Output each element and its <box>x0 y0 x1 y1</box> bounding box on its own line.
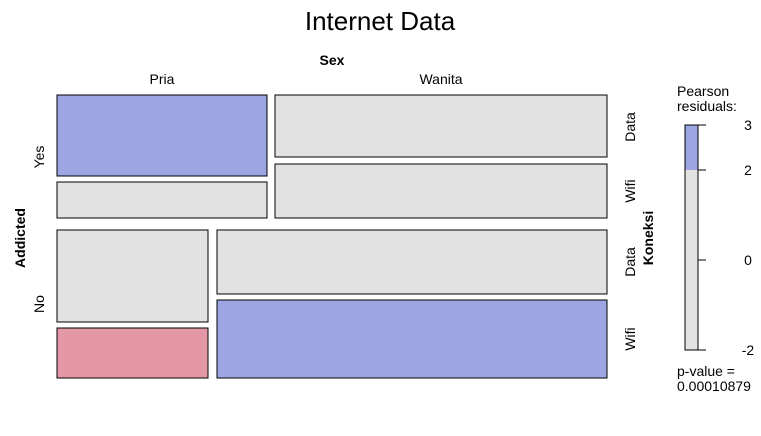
sub-label-no-data: Data <box>622 247 638 277</box>
legend-title-line1: Pearson <box>677 83 729 99</box>
legend-tick-label: 0 <box>744 252 752 268</box>
cell-yes-wanita-data <box>274 94 608 158</box>
row-label-yes: Yes <box>31 146 47 169</box>
cell-no-pria-wifi <box>56 327 209 379</box>
sub-label-yes-data: Data <box>622 112 638 142</box>
row-variable-label: Addicted <box>12 208 28 268</box>
cell-no-pria-data <box>56 229 209 323</box>
column-variable-label: Sex <box>320 52 345 68</box>
legend: Pearson residuals: 3 2 0 -2 p-value = 0.000… <box>677 83 754 394</box>
legend-tick-label: 2 <box>744 162 752 178</box>
cell-yes-pria-wifi <box>56 181 268 219</box>
legend-title-line2: residuals: <box>677 98 737 114</box>
legend-tick-label: 3 <box>744 117 752 133</box>
legend-ticks: 3 2 0 -2 <box>698 117 754 358</box>
column-label-pria: Pria <box>150 71 175 87</box>
legend-color-bar <box>684 124 699 351</box>
chart-title: Internet Data <box>305 6 456 36</box>
p-value-label: p-value = <box>677 363 735 379</box>
legend-tick-label: -2 <box>742 342 755 358</box>
sub-label-yes-wifi: Wifi <box>622 179 638 202</box>
row-label-no: No <box>31 295 47 313</box>
cell-no-wanita-wifi <box>216 299 608 379</box>
mosaic-cells <box>56 94 608 379</box>
column-label-wanita: Wanita <box>419 71 462 87</box>
cell-yes-wanita-wifi <box>274 163 608 219</box>
legend-segment-neutral <box>685 170 698 350</box>
cell-no-wanita-data <box>216 229 608 295</box>
p-value: 0.00010879 <box>677 378 751 394</box>
legend-segment-positive <box>685 125 698 170</box>
sub-label-no-wifi: Wifi <box>622 327 638 350</box>
cell-yes-pria-data <box>56 94 268 177</box>
legend-bar-border <box>684 124 699 351</box>
sub-variable-label: Koneksi <box>640 211 656 265</box>
